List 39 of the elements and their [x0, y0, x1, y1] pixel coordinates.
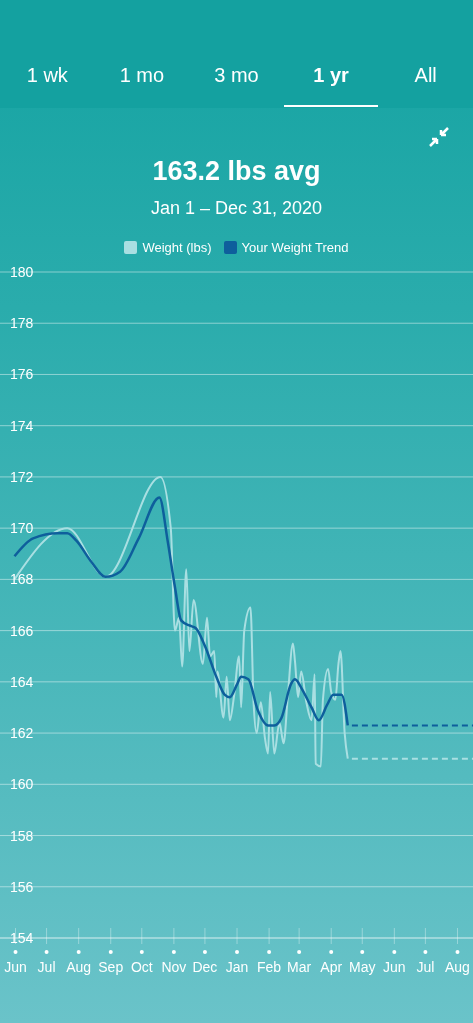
- x-tick-label: Feb: [257, 959, 282, 975]
- y-tick-label: 180: [10, 264, 34, 280]
- x-tick-label: Sep: [98, 959, 124, 975]
- x-tick-label: Dec: [192, 959, 218, 975]
- x-tick-label: Jan: [225, 959, 249, 975]
- y-tick-label: 166: [10, 622, 34, 639]
- text: 1 mo: [118, 64, 166, 87]
- text: All: [413, 64, 438, 87]
- text: 1 wk: [25, 64, 69, 87]
- x-tick-label: Jun: [383, 959, 406, 975]
- x-tick-label: Jul: [416, 959, 435, 975]
- x-tick-label: Jul: [37, 959, 56, 975]
- chart-subtitle: Jan 1 – Dec 31, 2020: [149, 198, 324, 219]
- x-tick-label: May: [349, 959, 376, 975]
- y-tick-label: 162: [10, 725, 34, 742]
- x-tick-label: Aug: [66, 959, 92, 975]
- x-tick-label: Aug: [445, 959, 470, 975]
- y-tick-label: 172: [10, 468, 34, 485]
- x-tick-label: Nov: [161, 959, 187, 975]
- text: 3 mo: [213, 64, 260, 87]
- y-tick-label: 170: [10, 520, 34, 537]
- y-tick-label: 176: [10, 366, 34, 383]
- x-tick-label: Oct: [130, 959, 153, 975]
- y-tick-label: 164: [10, 673, 34, 690]
- line-series: [13, 496, 350, 727]
- text: 1 yr: [312, 64, 350, 87]
- x-tick-label: Jun: [4, 959, 27, 975]
- y-tick-label: 156: [10, 878, 34, 895]
- y-tick-label: 168: [10, 571, 34, 588]
- legend-label: Your Weight Trend: [241, 240, 349, 255]
- y-tick-label: 154: [10, 930, 34, 946]
- y-tick-label: 178: [10, 315, 34, 332]
- legend-label: Weight (lbs): [142, 240, 212, 255]
- chart-title: 163.2 lbs avg: [151, 156, 322, 187]
- x-tick-label: Mar: [287, 959, 312, 975]
- y-tick-label: 158: [10, 827, 34, 844]
- y-tick-label: 160: [10, 776, 34, 793]
- y-tick-label: 174: [10, 417, 34, 434]
- x-tick-label: Apr: [320, 959, 343, 975]
